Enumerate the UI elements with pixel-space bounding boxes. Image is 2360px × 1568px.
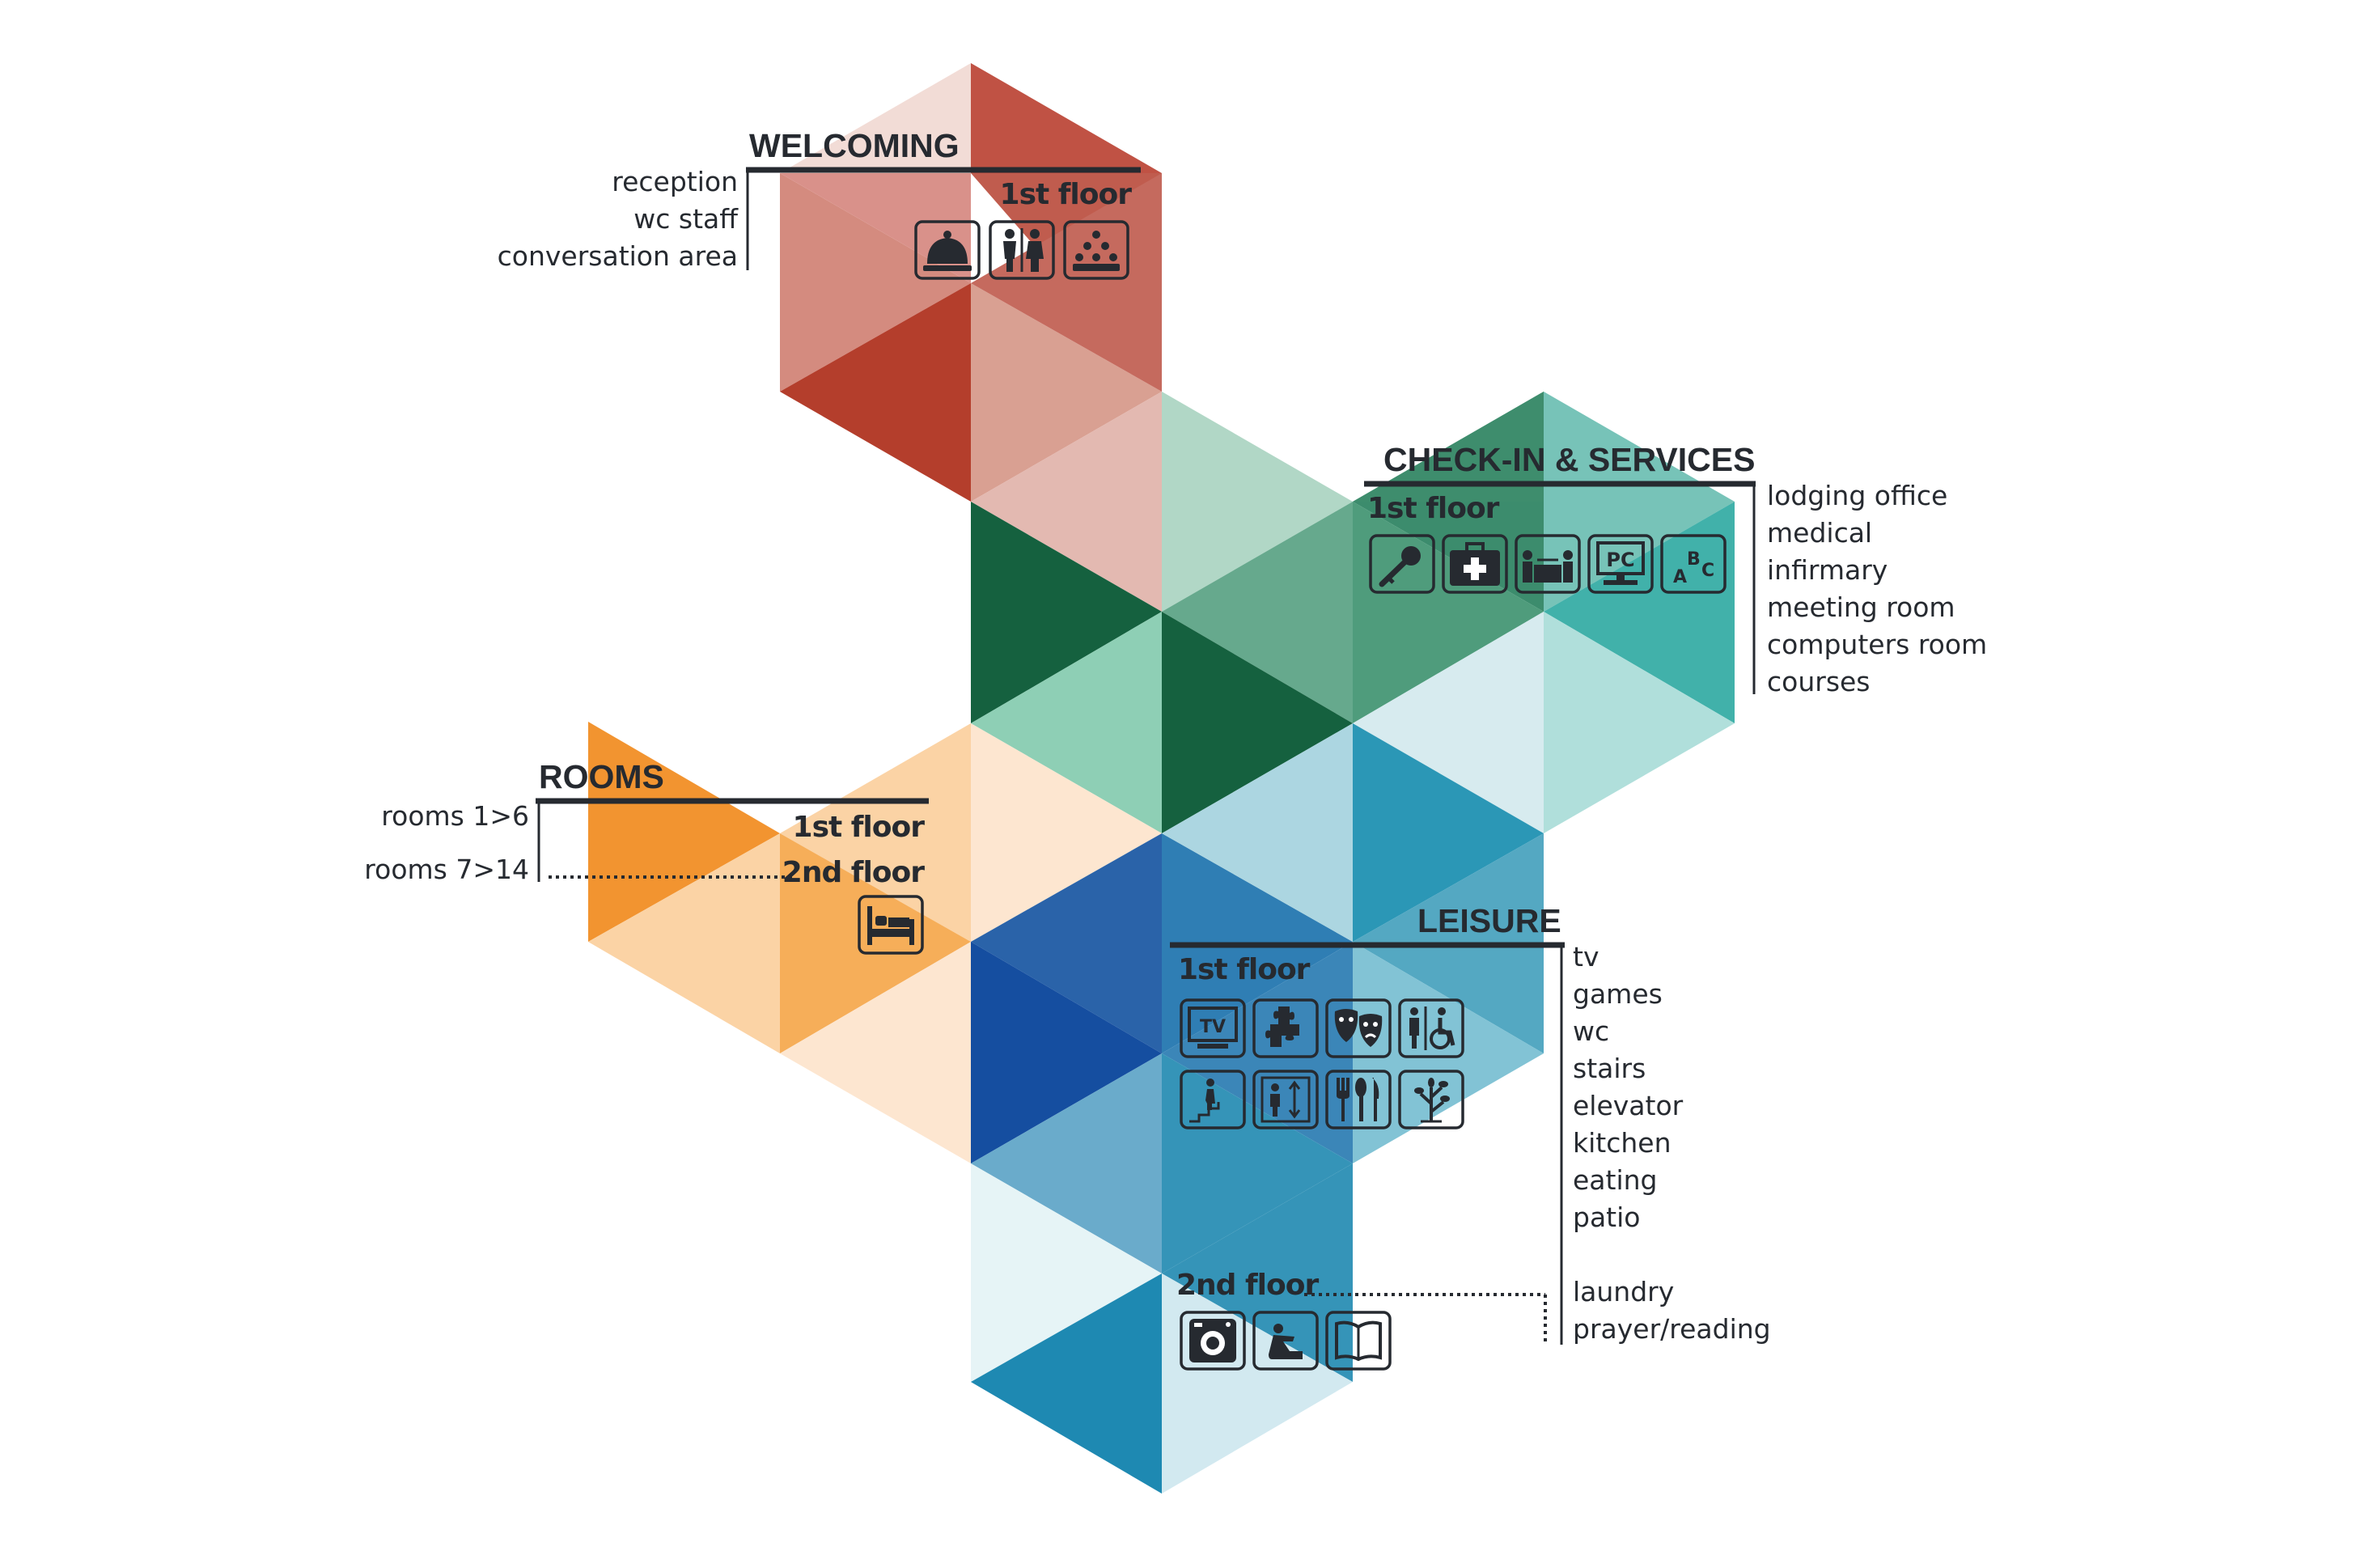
leisure-tri-9 — [971, 1053, 1162, 1273]
rooms-hexagon — [588, 722, 1162, 1163]
rooms-tri-1 — [588, 722, 780, 942]
welcoming-tri-4 — [780, 173, 971, 283]
checkin-item-1: lodging office — [1767, 480, 1947, 511]
checkin-tri-7 — [1544, 502, 1735, 723]
checkin-tri-8 — [971, 612, 1162, 833]
welcoming-tri-1 — [780, 63, 971, 173]
wc-staff-icon — [989, 220, 1055, 280]
leisure-item-4: stairs — [1573, 1053, 1646, 1084]
checkin-tri-12 — [1353, 392, 1544, 502]
checkin-floor: 1st floor — [1367, 492, 1500, 525]
first-aid-kit-icon — [1442, 534, 1508, 594]
leisure-tri-7 — [1162, 942, 1353, 1163]
leisure-floor-2: 2nd floor — [1176, 1269, 1319, 1302]
leisure-item-8: patio — [1573, 1201, 1640, 1233]
rooms-tri-4 — [780, 833, 971, 1053]
leisure-tri-11 — [1162, 1163, 1353, 1382]
rooms-floor-1: 1st floor — [793, 811, 926, 844]
checkin-item-5: computers room — [1767, 629, 1987, 660]
courses-letter-c: C — [1701, 561, 1714, 581]
welcoming-floor: 1st floor — [1000, 178, 1133, 211]
tv-icon-label: TV — [1200, 1017, 1226, 1037]
elevator-icon — [1252, 1070, 1319, 1129]
checkin-tri-3 — [1162, 502, 1353, 723]
washing-machine-icon — [1180, 1311, 1246, 1371]
leisure-tri-1 — [971, 833, 1162, 1053]
checkin-tri-5 — [1353, 502, 1544, 723]
leisure-hexagon — [971, 723, 1544, 1494]
checkin-item-2: medical — [1767, 517, 1872, 549]
rooms-label-group: ROOMS rooms 1>6 rooms 7>14 1st floor 2nd… — [364, 758, 929, 955]
leisure-tri-6 — [971, 942, 1162, 1163]
leisure-tri-4 — [1353, 723, 1544, 942]
patio-tree-icon — [1398, 1070, 1464, 1129]
bed-icon — [858, 895, 924, 955]
welcoming-tri-3 — [780, 173, 971, 392]
theatre-masks-icon — [1325, 998, 1392, 1058]
courses-abc-icon: A B C — [1660, 534, 1727, 594]
welcoming-tri-7 — [971, 283, 1162, 502]
courses-letter-b: B — [1687, 549, 1701, 570]
checkin-title: CHECK-IN & SERVICES — [1383, 441, 1755, 478]
stairs-icon — [1180, 1070, 1246, 1129]
checkin-hexagon — [971, 392, 1735, 833]
checkin-item-4: meeting room — [1767, 591, 1955, 623]
leisure-item-9: laundry — [1573, 1276, 1674, 1307]
prayer-icon — [1252, 1311, 1319, 1371]
computer-icon-label: PC — [1606, 549, 1634, 571]
conversation-area-icon — [1063, 220, 1129, 280]
welcoming-title: WELCOMING — [749, 127, 960, 164]
key-icon — [1369, 534, 1435, 594]
leisure-item-3: wc — [1573, 1015, 1609, 1047]
checkin-item-6: courses — [1767, 666, 1871, 697]
checkin-label-group: CHECK-IN & SERVICES 1st floor lodging of… — [1364, 441, 1987, 697]
checkin-tri-9 — [1162, 612, 1353, 833]
rooms-tri-3 — [780, 723, 971, 942]
welcoming-tri-9 — [971, 392, 1162, 612]
rooms-tri-5 — [971, 723, 1162, 942]
rooms-tri-6 — [780, 942, 971, 1163]
leisure-item-5: elevator — [1573, 1090, 1684, 1121]
welcoming-item-2: wc staff — [633, 203, 739, 235]
leisure-tri-12 — [971, 1163, 1162, 1382]
tv-icon: TV — [1180, 998, 1246, 1058]
welcoming-label-group: WELCOMING 1st floor reception wc staff c… — [498, 127, 1141, 280]
leisure-item-1: tv — [1573, 941, 1599, 973]
rooms-item-1: rooms 1>6 — [381, 800, 529, 832]
checkin-tri-1 — [1162, 392, 1353, 612]
leisure-item-10: prayer/reading — [1573, 1313, 1771, 1345]
games-puzzle-icon — [1252, 998, 1319, 1058]
accessible-wc-icon — [1398, 998, 1464, 1058]
welcoming-hexagon — [780, 63, 1162, 612]
leisure-floor-1: 1st floor — [1178, 953, 1311, 986]
welcoming-tri-8 — [971, 173, 1162, 392]
checkin-tri-6 — [1544, 392, 1735, 612]
courses-letter-a: A — [1673, 567, 1687, 587]
welcoming-tri-2 — [971, 63, 1162, 173]
welcoming-tri-6 — [780, 283, 971, 502]
checkin-item-3: infirmary — [1767, 554, 1888, 586]
checkin-tri-2 — [971, 502, 1162, 723]
leisure-title: LEISURE — [1417, 902, 1561, 939]
leisure-tri-3 — [1162, 723, 1353, 942]
rooms-tri-2 — [588, 833, 780, 1053]
computer-icon: PC — [1587, 534, 1654, 594]
meeting-table-icon — [1515, 534, 1581, 594]
leisure-tri-13 — [971, 1273, 1162, 1494]
welcoming-item-3: conversation area — [498, 240, 738, 272]
rooms-title: ROOMS — [539, 758, 664, 795]
welcoming-item-1: reception — [612, 166, 738, 197]
leisure-item-2: games — [1573, 978, 1663, 1010]
book-icon — [1325, 1311, 1392, 1371]
checkin-tri-11 — [1544, 612, 1735, 833]
leisure-label-group: LEISURE 1st floor 2nd floor tv games wc … — [1170, 902, 1771, 1371]
reception-bell-icon — [914, 220, 981, 280]
kitchen-utensils-icon — [1325, 1070, 1392, 1129]
checkin-tri-10 — [1353, 612, 1544, 833]
leisure-item-6: kitchen — [1573, 1127, 1671, 1159]
rooms-item-2: rooms 7>14 — [364, 854, 529, 885]
rooms-floor-2: 2nd floor — [782, 856, 925, 889]
leisure-item-7: eating — [1573, 1164, 1658, 1196]
